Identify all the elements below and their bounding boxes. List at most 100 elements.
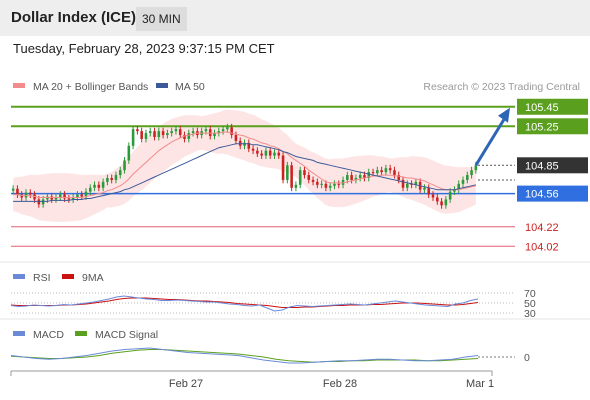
candle-body: [213, 133, 216, 137]
candle-body: [131, 129, 135, 146]
candle-body: [376, 170, 379, 174]
candle-body: [397, 175, 401, 180]
candle-body: [153, 131, 156, 138]
rsi-tick-label: 50: [524, 298, 536, 310]
candle-body: [93, 184, 96, 188]
candle-body: [431, 194, 435, 198]
candle-body: [67, 198, 71, 200]
candle-body: [363, 175, 366, 178]
candle-body: [264, 150, 268, 156]
candle-body: [337, 183, 341, 185]
candle-body: [427, 187, 431, 195]
candle-body: [316, 181, 319, 185]
candle-body: [28, 192, 32, 195]
candle-body: [140, 131, 143, 139]
rsi-line: [10, 295, 479, 312]
candle-body: [148, 131, 152, 134]
macd-signal-legend-label: MACD Signal: [95, 329, 158, 341]
candle-body: [453, 189, 456, 192]
candle-body: [101, 181, 105, 188]
ma50-legend-label: MA 50: [175, 81, 205, 93]
pivot-label: 104.56: [525, 189, 559, 201]
ma50-line: [13, 143, 477, 202]
forecast-arrow-shaft: [474, 116, 507, 167]
candle-body: [110, 177, 113, 180]
candle-body: [234, 135, 238, 141]
rsi-tick-label: 70: [524, 288, 536, 300]
candle-body: [470, 170, 473, 176]
candle-body: [16, 188, 19, 195]
candle-body: [466, 175, 469, 180]
rsi9ma-line: [10, 297, 479, 308]
x-tick-label: Feb 28: [323, 378, 357, 390]
candle-body: [76, 194, 79, 198]
support-label: 104.02: [525, 241, 559, 253]
candle-body: [63, 194, 66, 199]
candle-body: [448, 191, 452, 200]
candle-body: [384, 168, 388, 173]
candle-body: [33, 194, 36, 200]
macd-legend-swatch: [13, 331, 25, 336]
rsi-legend-swatch: [13, 274, 25, 279]
candle-body: [286, 165, 289, 180]
candle-body: [277, 152, 281, 156]
candle-body: [256, 150, 259, 154]
candle-body: [84, 191, 88, 197]
candle-body: [123, 160, 126, 171]
candle-body: [136, 129, 139, 132]
candle-body: [393, 170, 396, 176]
macd-signal-legend-swatch: [75, 331, 87, 336]
last-price-label: 104.85: [525, 160, 559, 172]
candle-body: [328, 185, 332, 188]
ma20-legend-label: MA 20 + Bollinger Bands: [33, 81, 148, 93]
candle-body: [88, 187, 92, 192]
chart-datetime: Tuesday, February 28, 2023 9:37:15 PM CE…: [13, 41, 275, 56]
candle-body: [444, 199, 448, 206]
ma20-legend-swatch: [13, 83, 25, 88]
macd-line: [10, 347, 479, 364]
x-tick-label: Feb 27: [169, 378, 203, 390]
candle-body: [410, 183, 413, 185]
candle-body: [423, 187, 426, 190]
candle-body: [157, 131, 161, 138]
candle-body: [320, 183, 323, 185]
candle-body: [243, 142, 246, 146]
ma20-line: [13, 131, 477, 198]
candle-body: [144, 133, 148, 139]
chart-title: Dollar Index (ICE): [11, 9, 137, 26]
candle-body: [358, 175, 362, 178]
candle-body: [350, 175, 353, 180]
candle-body: [118, 170, 122, 176]
candle-body: [371, 172, 375, 174]
candle-body: [440, 201, 443, 206]
candle-body: [324, 183, 328, 188]
candle-body: [367, 172, 371, 178]
candle-body: [58, 194, 62, 198]
timeframe-badge[interactable]: 30 MIN: [136, 7, 187, 31]
candle-body: [183, 135, 186, 139]
macd-tick-label: 0: [524, 352, 530, 364]
candle-body: [294, 184, 298, 188]
candle-body: [161, 131, 165, 136]
resistance-tag: [517, 98, 588, 115]
chart-header: Dollar Index (ICE) 30 MIN: [0, 0, 590, 36]
candle-body: [97, 184, 101, 188]
candle-body: [406, 183, 409, 188]
candle-body: [461, 179, 465, 184]
candle-body: [247, 142, 251, 149]
candle-body: [273, 152, 276, 156]
candle-body: [174, 129, 178, 132]
candle-body: [388, 168, 392, 171]
candle-body: [114, 175, 118, 180]
candle-body: [298, 170, 302, 185]
candle-body: [71, 197, 75, 200]
candle-body: [191, 131, 195, 134]
candle-body: [24, 192, 28, 198]
resistance-tag: [517, 118, 588, 135]
last-price-tag: [517, 157, 588, 174]
macd-legend-label: MACD: [33, 329, 64, 341]
candle-body: [204, 129, 208, 132]
rsi9ma-legend-label: 9MA: [82, 272, 104, 284]
candle-body: [170, 131, 173, 134]
candle-body: [226, 127, 229, 130]
